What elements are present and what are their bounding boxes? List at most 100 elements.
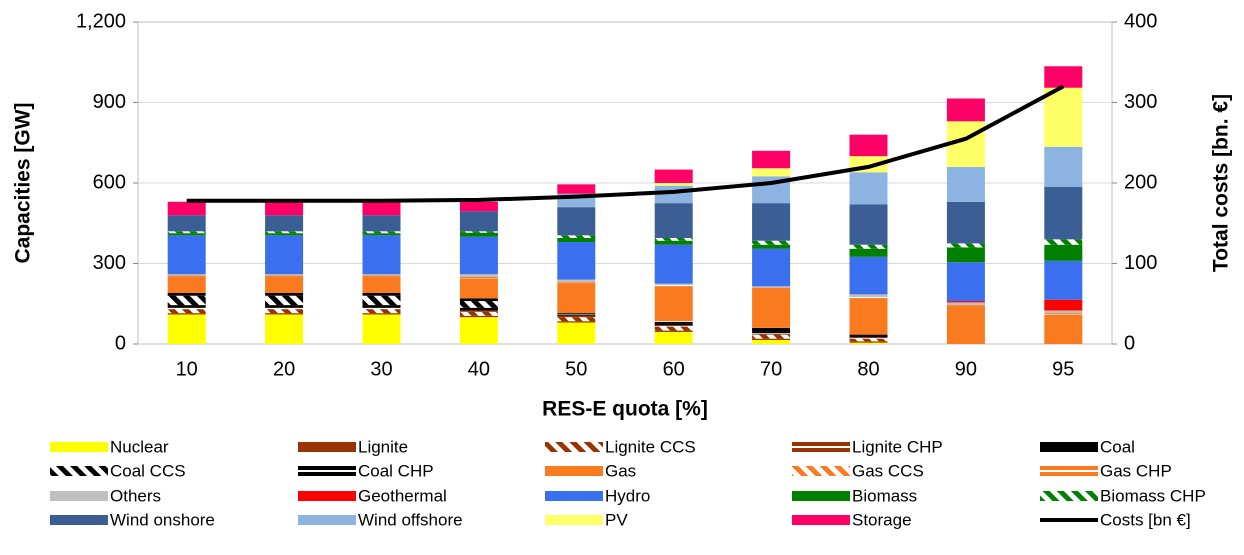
bar-segment	[849, 334, 888, 336]
x-tick-label: 95	[1052, 358, 1074, 380]
bar-segment	[557, 315, 596, 318]
legend-swatch	[545, 442, 603, 452]
bar-segment	[459, 236, 498, 275]
bar-segment	[946, 306, 985, 344]
bar-segment	[849, 338, 888, 342]
bar-segment	[654, 244, 693, 284]
bar-segment	[752, 168, 791, 177]
legend-swatch	[50, 491, 108, 501]
bar-segment	[362, 307, 401, 310]
bar-segment	[1044, 187, 1083, 240]
bar-segment	[752, 150, 791, 169]
legend-label: Geothermal	[358, 486, 447, 505]
legend-swatch	[50, 515, 108, 525]
legend-swatch	[545, 491, 603, 501]
x-tick-label: 80	[857, 358, 879, 380]
bar-segment	[849, 337, 888, 339]
bar-segment	[265, 276, 304, 294]
bar-segment	[752, 203, 791, 241]
bar-segment	[167, 233, 206, 236]
legend-swatch	[298, 491, 356, 501]
bar-segment	[1044, 146, 1083, 188]
legend-label: Costs [bn €]	[1100, 510, 1191, 529]
bar-segment	[849, 204, 888, 245]
bar-segment	[265, 295, 304, 306]
y-tick-label: 900	[93, 91, 126, 113]
bar-segment	[362, 274, 401, 276]
bar-segment	[362, 201, 401, 216]
bar-segment	[654, 283, 693, 285]
legend-label: Lignite	[358, 437, 408, 456]
bar-segment	[265, 305, 304, 308]
bar-segment	[167, 215, 206, 232]
bar-segment	[265, 314, 304, 344]
bar-segment	[459, 276, 498, 279]
bar-segment	[752, 286, 791, 288]
y2-axis-title: Total costs [bn. €]	[1210, 94, 1233, 272]
bar-segment	[654, 323, 693, 326]
bar-segment	[459, 317, 498, 344]
bar-segment	[167, 305, 206, 308]
bar-segment	[265, 215, 304, 232]
bar-segment	[654, 169, 693, 183]
bar-segment	[946, 166, 985, 202]
legend-label: Lignite CHP	[852, 437, 943, 456]
bar-segment	[362, 215, 401, 232]
x-tick-label: 70	[760, 358, 782, 380]
bar-segment	[752, 334, 791, 339]
y-tick-label: 0	[115, 332, 126, 354]
y2-tick-label: 400	[1124, 10, 1157, 32]
bar-segment	[362, 231, 401, 234]
bar-segment	[167, 295, 206, 306]
bar-segment	[849, 297, 888, 299]
legend-label: Others	[110, 486, 161, 505]
bar-segment	[265, 313, 304, 315]
legend-swatch	[792, 442, 850, 452]
bar-segment	[654, 183, 693, 186]
bar-segment	[946, 302, 985, 306]
bar-segment	[557, 283, 596, 314]
legend-swatch	[298, 466, 356, 476]
bar-segment	[557, 282, 596, 284]
bar-segment	[265, 293, 304, 296]
y2-tick-label: 100	[1124, 252, 1157, 274]
legend-label: Gas	[605, 461, 636, 480]
bar-segment	[1044, 87, 1083, 147]
bar-segment	[362, 276, 401, 294]
bar-segment	[265, 307, 304, 310]
x-tick-label: 40	[468, 358, 490, 380]
y2-tick-label: 0	[1124, 332, 1135, 354]
bar-segment	[946, 262, 985, 302]
bar-segment	[459, 274, 498, 277]
bar-segment	[654, 331, 693, 344]
bar-segment	[459, 211, 498, 232]
bar-segment	[459, 315, 498, 318]
bar-segment	[557, 314, 596, 316]
bar-segment	[946, 243, 985, 248]
bar-segment	[167, 235, 206, 275]
bar-segment	[459, 298, 498, 302]
legend-swatch	[545, 466, 603, 476]
bar-segment	[946, 305, 985, 307]
bar-segment	[459, 310, 498, 312]
legend-label: PV	[605, 510, 628, 529]
legend-swatch	[792, 466, 850, 476]
bar-segment	[362, 305, 401, 308]
bar-segment	[654, 330, 693, 332]
bar-segment	[557, 235, 596, 239]
bar-segment	[1044, 299, 1083, 311]
bar-segment	[265, 231, 304, 234]
legend-swatch	[50, 442, 108, 452]
bar-segment	[849, 335, 888, 338]
bar-segment	[265, 201, 304, 216]
bar-segment	[265, 309, 304, 314]
legend-swatch	[1040, 442, 1098, 452]
bar-segment	[167, 275, 206, 277]
y-axis-title: Capacities [GW]	[12, 102, 35, 263]
bar-segment	[265, 235, 304, 275]
bar-segment	[265, 275, 304, 277]
y-tick-label: 1,200	[76, 10, 126, 32]
bar-segment	[362, 293, 401, 296]
bar-segment	[265, 274, 304, 276]
bar-segment	[849, 298, 888, 335]
